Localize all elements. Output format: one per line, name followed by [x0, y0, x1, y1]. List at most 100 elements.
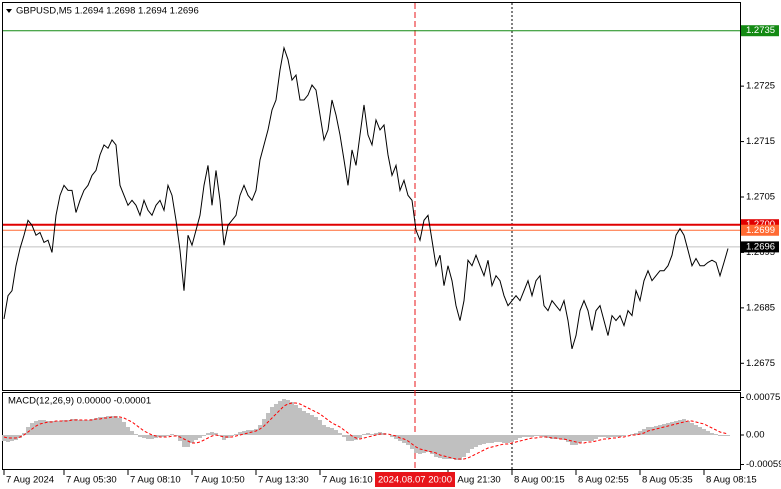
- level-label: 1.2699: [746, 225, 775, 236]
- macd-bar: [54, 421, 58, 435]
- macd-bar: [198, 435, 202, 438]
- macd-bar: [486, 435, 490, 443]
- macd-bar: [26, 427, 30, 435]
- y-tick-label: 1.2685: [746, 302, 775, 313]
- macd-bar: [150, 435, 154, 439]
- macd-bar: [338, 433, 342, 435]
- price-line: [3, 45, 729, 350]
- macd-bar: [578, 435, 582, 443]
- macd-bar: [134, 434, 138, 435]
- macd-bar: [110, 416, 114, 435]
- macd-bar: [458, 435, 462, 460]
- macd-bar: [326, 427, 330, 435]
- macd-bar: [270, 407, 274, 435]
- x-tick-label: 7 Aug 10:50: [194, 475, 245, 486]
- macd-bar: [102, 417, 106, 435]
- macd-bar: [634, 433, 638, 435]
- macd-bar: [234, 434, 238, 435]
- macd-bar: [522, 435, 526, 437]
- macd-bar: [622, 435, 626, 436]
- y-tick-label: 1.2695: [746, 247, 775, 258]
- macd-bar: [162, 435, 166, 437]
- y-tick-label: 1.2715: [746, 136, 775, 147]
- macd-bar: [694, 425, 698, 435]
- macd-bar: [90, 419, 94, 435]
- macd-bar: [706, 431, 710, 435]
- macd-bar: [118, 418, 122, 435]
- macd-bar: [658, 425, 662, 435]
- macd-bar: [498, 435, 502, 442]
- level-label: 1.2700: [746, 219, 775, 230]
- macd-bar: [602, 435, 606, 437]
- macd-bar: [334, 430, 338, 435]
- macd-bar: [678, 420, 682, 435]
- macd-bar: [446, 435, 450, 459]
- macd-bar: [350, 435, 354, 441]
- macd-bar: [606, 435, 610, 438]
- macd-bar: [210, 432, 214, 435]
- macd-bar: [554, 435, 558, 439]
- macd-bar: [114, 416, 118, 435]
- macd-bar: [650, 427, 654, 435]
- level-label-box: [741, 224, 779, 236]
- macd-bar: [394, 435, 398, 439]
- macd-bar: [22, 433, 26, 435]
- macd-bar: [10, 435, 14, 441]
- macd-bar: [214, 433, 218, 435]
- y-tick-label: 0.00075: [746, 392, 780, 403]
- macd-bar: [322, 425, 326, 435]
- macd-bar: [726, 435, 730, 436]
- macd-bar: [50, 421, 54, 435]
- macd-bar: [614, 435, 618, 437]
- x-tick-label: 7 Aug 13:30: [258, 475, 309, 486]
- crosshair-label-box: [375, 472, 455, 487]
- macd-bar: [442, 435, 446, 459]
- macd-bar: [310, 415, 314, 435]
- macd-bar: [66, 420, 70, 435]
- macd-bar: [38, 420, 42, 435]
- macd-bar: [630, 434, 634, 435]
- macd-bar: [314, 417, 318, 435]
- collapse-arrow: [6, 9, 12, 13]
- macd-bar: [70, 419, 74, 435]
- y-tick-label: -0.00059: [746, 459, 781, 470]
- macd-bar: [238, 432, 242, 435]
- macd-bar: [710, 433, 714, 435]
- macd-bar: [682, 419, 686, 435]
- macd-bar: [610, 435, 614, 437]
- x-tick-label: 7 Aug 08:10: [130, 475, 181, 486]
- macd-bar: [358, 435, 362, 438]
- macd-bar: [510, 435, 514, 442]
- macd-bar: [138, 435, 142, 437]
- macd-bar: [42, 420, 46, 435]
- macd-bar: [374, 433, 378, 435]
- macd-bar: [438, 435, 442, 458]
- crosshair-label: 2024.08.07 20:00: [378, 475, 452, 486]
- macd-bar: [722, 435, 726, 436]
- macd-bar: [274, 404, 278, 435]
- macd-bar: [558, 435, 562, 439]
- current-price-box: [741, 241, 779, 253]
- x-tick-label: 7 Aug 05:30: [66, 475, 117, 486]
- macd-bar: [674, 421, 678, 435]
- macd-bar: [474, 435, 478, 447]
- macd-bar: [470, 435, 474, 449]
- x-tick-label: 7 Aug 2024: [6, 475, 54, 486]
- macd-bar: [106, 416, 110, 435]
- macd-bar: [246, 430, 250, 435]
- macd-bar: [662, 424, 666, 435]
- macd-bar: [278, 401, 282, 435]
- y-tick-label: 1.2675: [746, 358, 775, 369]
- macd-bar: [414, 435, 418, 453]
- macd-bar: [538, 435, 542, 436]
- macd-bar: [514, 435, 518, 440]
- macd-bar: [182, 435, 186, 447]
- macd-bar: [202, 435, 206, 436]
- macd-bar: [230, 435, 234, 436]
- macd-bar: [478, 435, 482, 445]
- macd-bar: [34, 421, 38, 435]
- macd-bar: [282, 399, 286, 435]
- macd-bar: [718, 435, 722, 436]
